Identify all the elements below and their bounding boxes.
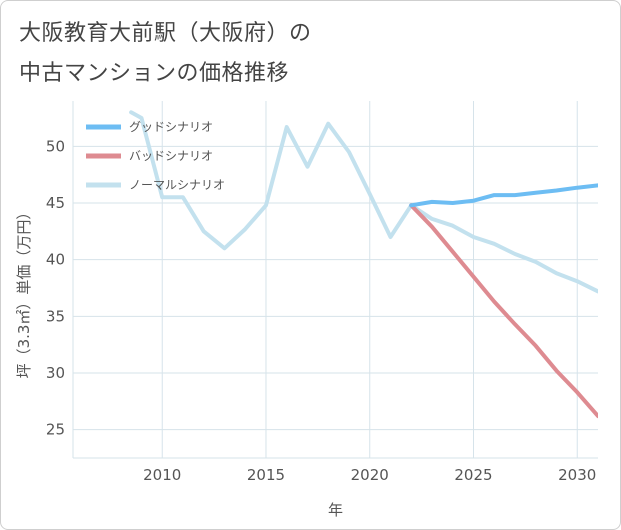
y-tick-label: 45	[46, 194, 65, 212]
y-tick-label: 40	[46, 251, 65, 269]
legend-label: バッドシナリオ	[129, 149, 213, 163]
series-lines	[129, 110, 598, 419]
legend-label: グッドシナリオ	[129, 120, 213, 134]
legend-label: ノーマルシナリオ	[129, 178, 225, 192]
x-tick-label: 2010	[143, 466, 181, 484]
series-line-1	[409, 203, 598, 419]
series-line-0	[409, 183, 598, 208]
y-tick-label: 50	[46, 137, 65, 155]
x-tick-label: 2030	[558, 466, 596, 484]
x-tick-label: 2025	[454, 466, 492, 484]
y-axis-title: 坪（3.3㎡）単価（万円）	[15, 205, 33, 379]
chart-title-line-1: 大阪教育大前駅（大阪府）の	[19, 21, 312, 46]
x-tick-label: 2015	[247, 466, 285, 484]
x-tick-label: 2020	[351, 466, 389, 484]
series-line-2	[409, 203, 598, 294]
axis-ticks: 2010 2015 2020 2025 2030 25 30 35 40 45 50	[46, 137, 596, 484]
history-line	[129, 110, 414, 251]
y-tick-label: 30	[46, 364, 65, 382]
y-tick-label: 25	[46, 421, 65, 439]
y-tick-label: 35	[46, 307, 65, 325]
x-axis-title: 年	[328, 501, 343, 519]
chart-title-line-2: 中古マンションの価格推移	[19, 61, 290, 86]
